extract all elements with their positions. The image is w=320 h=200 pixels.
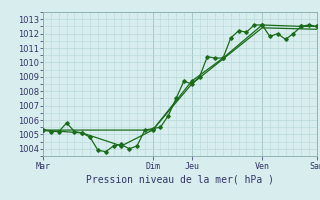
X-axis label: Pression niveau de la mer( hPa ): Pression niveau de la mer( hPa ) bbox=[86, 175, 274, 185]
